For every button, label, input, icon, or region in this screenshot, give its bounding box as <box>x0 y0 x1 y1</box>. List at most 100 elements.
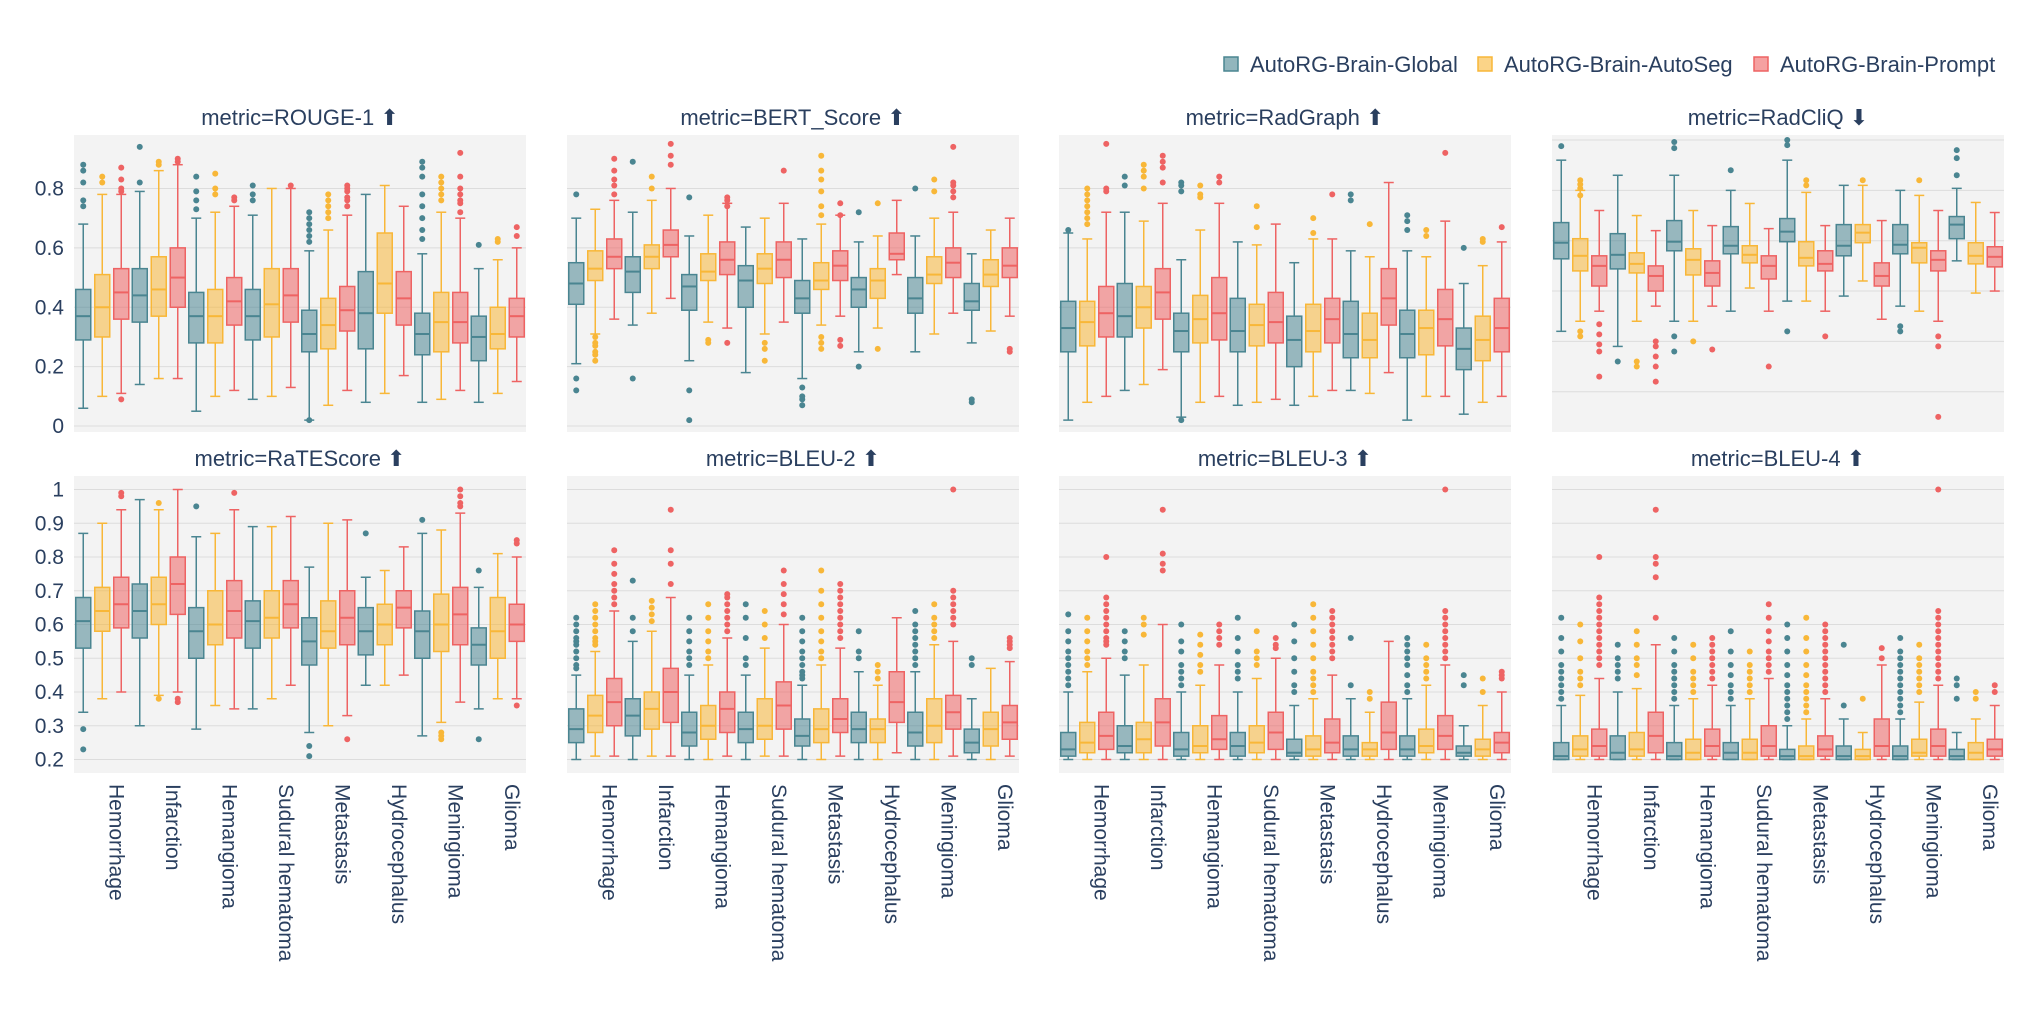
box-AutoRG-Brain-Global[interactable] <box>188 173 205 412</box>
box-AutoRG-Brain-Global[interactable] <box>1229 241 1246 407</box>
box-AutoRG-Brain-AutoSeg[interactable] <box>207 532 224 707</box>
box-AutoRG-Brain-Prompt[interactable] <box>508 537 525 709</box>
box-AutoRG-Brain-Prompt[interactable] <box>169 488 186 706</box>
box-AutoRG-Brain-Prompt[interactable] <box>888 617 905 754</box>
box-AutoRG-Brain-AutoSeg[interactable] <box>263 187 280 398</box>
box-AutoRG-Brain-Prompt[interactable] <box>1437 486 1454 761</box>
box-AutoRG-Brain-AutoSeg[interactable] <box>1854 177 1871 282</box>
box-AutoRG-Brain-Prompt[interactable] <box>339 519 356 743</box>
box-AutoRG-Brain-Global[interactable] <box>1286 621 1303 761</box>
box-AutoRG-Brain-Prompt[interactable] <box>169 155 186 380</box>
box-AutoRG-Brain-AutoSeg[interactable] <box>1628 214 1645 370</box>
box-AutoRG-Brain-AutoSeg[interactable] <box>1474 675 1491 761</box>
box-AutoRG-Brain-Global[interactable] <box>131 143 148 386</box>
box-AutoRG-Brain-Global[interactable] <box>1666 635 1683 761</box>
box-AutoRG-Brain-Global[interactable] <box>414 158 431 404</box>
box-AutoRG-Brain-Global[interactable] <box>244 525 261 710</box>
box-AutoRG-Brain-AutoSeg[interactable] <box>376 184 393 395</box>
box-AutoRG-Brain-Prompt[interactable] <box>832 200 849 349</box>
box-AutoRG-Brain-AutoSeg[interactable] <box>1361 689 1378 761</box>
box-AutoRG-Brain-Global[interactable] <box>131 498 148 727</box>
box-AutoRG-Brain-Prompt[interactable] <box>1001 217 1018 355</box>
box-AutoRG-Brain-Prompt[interactable] <box>1267 223 1284 401</box>
box-AutoRG-Brain-AutoSeg[interactable] <box>320 191 337 407</box>
box-AutoRG-Brain-Global[interactable] <box>1286 261 1303 407</box>
box-AutoRG-Brain-AutoSeg[interactable] <box>813 567 830 761</box>
box-AutoRG-Brain-Global[interactable] <box>568 191 585 394</box>
box-AutoRG-Brain-Prompt[interactable] <box>888 199 905 276</box>
box-AutoRG-Brain-Prompt[interactable] <box>339 182 356 392</box>
box-AutoRG-Brain-AutoSeg[interactable] <box>926 176 943 335</box>
box-AutoRG-Brain-Prompt[interactable] <box>113 489 130 693</box>
box-AutoRG-Brain-Global[interactable] <box>681 194 698 424</box>
box-AutoRG-Brain-Global[interactable] <box>1722 167 1739 312</box>
box-AutoRG-Brain-Global[interactable] <box>75 161 92 409</box>
box-AutoRG-Brain-Prompt[interactable] <box>662 140 679 300</box>
box-AutoRG-Brain-AutoSeg[interactable] <box>433 173 450 401</box>
box-AutoRG-Brain-Global[interactable] <box>1553 614 1570 761</box>
box-AutoRG-Brain-Global[interactable] <box>1399 212 1416 421</box>
box-AutoRG-Brain-Prompt[interactable] <box>1324 191 1341 392</box>
box-AutoRG-Brain-AutoSeg[interactable] <box>643 597 660 757</box>
box-AutoRG-Brain-Global[interactable] <box>1892 189 1909 335</box>
box-AutoRG-Brain-AutoSeg[interactable] <box>1911 177 1928 312</box>
box-AutoRG-Brain-AutoSeg[interactable] <box>1628 628 1645 761</box>
box-AutoRG-Brain-AutoSeg[interactable] <box>1474 235 1491 404</box>
box-AutoRG-Brain-Global[interactable] <box>1455 672 1472 761</box>
box-AutoRG-Brain-Prompt[interactable] <box>452 486 469 703</box>
box-AutoRG-Brain-Prompt[interactable] <box>113 164 130 403</box>
box-AutoRG-Brain-Global[interactable] <box>1342 191 1359 392</box>
box-AutoRG-Brain-Global[interactable] <box>1116 628 1133 761</box>
box-AutoRG-Brain-AutoSeg[interactable] <box>207 170 224 398</box>
box-AutoRG-Brain-Global[interactable] <box>624 577 641 761</box>
box-AutoRG-Brain-Prompt[interactable] <box>606 547 623 757</box>
box-AutoRG-Brain-AutoSeg[interactable] <box>1361 221 1378 395</box>
box-AutoRG-Brain-AutoSeg[interactable] <box>813 152 830 352</box>
box-AutoRG-Brain-Prompt[interactable] <box>945 143 962 314</box>
box-AutoRG-Brain-AutoSeg[interactable] <box>1741 648 1758 761</box>
box-AutoRG-Brain-AutoSeg[interactable] <box>433 529 450 743</box>
box-AutoRG-Brain-Prompt[interactable] <box>1986 211 2003 292</box>
box-AutoRG-Brain-AutoSeg[interactable] <box>150 500 167 702</box>
box-AutoRG-Brain-AutoSeg[interactable] <box>376 569 393 686</box>
box-AutoRG-Brain-Global[interactable] <box>568 614 585 761</box>
box-AutoRG-Brain-Global[interactable] <box>1779 621 1796 761</box>
box-AutoRG-Brain-AutoSeg[interactable] <box>643 173 660 314</box>
box-AutoRG-Brain-AutoSeg[interactable] <box>869 662 886 761</box>
box-AutoRG-Brain-Prompt[interactable] <box>1098 140 1115 398</box>
box-AutoRG-Brain-Prompt[interactable] <box>719 194 736 346</box>
box-AutoRG-Brain-AutoSeg[interactable] <box>1135 161 1152 386</box>
box-AutoRG-Brain-Prompt[interactable] <box>1817 621 1834 761</box>
box-AutoRG-Brain-Global[interactable] <box>301 566 318 760</box>
box-AutoRG-Brain-Prompt[interactable] <box>1704 635 1721 761</box>
box-AutoRG-Brain-AutoSeg[interactable] <box>1798 177 1815 302</box>
box-AutoRG-Brain-Prompt[interactable] <box>945 486 962 757</box>
legend-item-prompt[interactable]: AutoRG-Brain-Prompt <box>1753 52 1995 77</box>
box-AutoRG-Brain-Global[interactable] <box>75 532 92 753</box>
box-AutoRG-Brain-AutoSeg[interactable] <box>700 214 717 346</box>
box-AutoRG-Brain-Global[interactable] <box>681 614 698 761</box>
box-AutoRG-Brain-Prompt[interactable] <box>1986 682 2003 761</box>
box-AutoRG-Brain-Global[interactable] <box>1342 635 1359 761</box>
box-AutoRG-Brain-AutoSeg[interactable] <box>94 173 111 398</box>
box-AutoRG-Brain-Prompt[interactable] <box>1930 209 1947 420</box>
box-AutoRG-Brain-AutoSeg[interactable] <box>982 229 999 332</box>
box-AutoRG-Brain-AutoSeg[interactable] <box>1079 185 1096 404</box>
box-AutoRG-Brain-Global[interactable] <box>963 253 980 406</box>
box-AutoRG-Brain-Prompt[interactable] <box>719 591 736 757</box>
box-AutoRG-Brain-AutoSeg[interactable] <box>1967 689 1984 761</box>
box-AutoRG-Brain-Global[interactable] <box>1948 675 1965 761</box>
box-AutoRG-Brain-AutoSeg[interactable] <box>94 522 111 700</box>
box-AutoRG-Brain-Prompt[interactable] <box>1760 227 1777 370</box>
box-AutoRG-Brain-Prompt[interactable] <box>1591 209 1608 380</box>
box-AutoRG-Brain-Prompt[interactable] <box>395 546 412 676</box>
box-AutoRG-Brain-Global[interactable] <box>1779 137 1796 335</box>
box-AutoRG-Brain-AutoSeg[interactable] <box>1911 641 1928 761</box>
box-AutoRG-Brain-Prompt[interactable] <box>1930 486 1947 761</box>
box-AutoRG-Brain-Global[interactable] <box>737 226 754 374</box>
box-AutoRG-Brain-AutoSeg[interactable] <box>1967 201 1984 294</box>
box-AutoRG-Brain-Global[interactable] <box>794 238 811 409</box>
box-AutoRG-Brain-Prompt[interactable] <box>226 489 243 710</box>
box-AutoRG-Brain-AutoSeg[interactable] <box>1418 641 1435 761</box>
box-AutoRG-Brain-Prompt[interactable] <box>662 506 679 757</box>
